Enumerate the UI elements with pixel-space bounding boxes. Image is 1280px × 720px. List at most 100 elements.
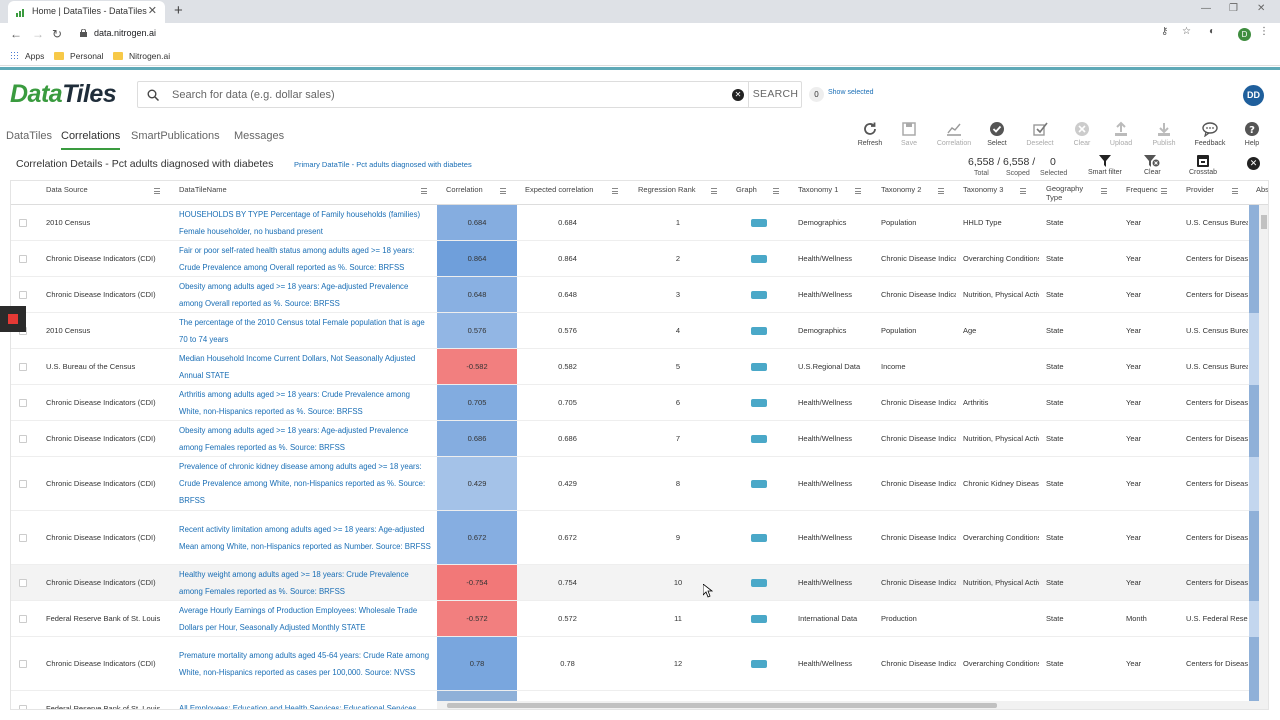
table-row[interactable]: Chronic Disease Indicators (CDI) Obesity … <box>11 421 1268 457</box>
clear-search-icon[interactable]: ✕ <box>732 89 744 101</box>
table-row[interactable]: U.S. Bureau of the Census Median Househol… <box>11 349 1268 385</box>
clear-filter-button[interactable]: Clear <box>1144 155 1161 176</box>
row-checkbox[interactable] <box>19 362 27 371</box>
horizontal-scrollbar[interactable] <box>437 701 1259 709</box>
cell-name[interactable]: Premature mortality among adults aged 45… <box>179 637 435 690</box>
restore-icon[interactable]: ❐ <box>1229 3 1238 14</box>
datatile-name-link[interactable]: Average Hourly Earnings of Production Em… <box>179 605 418 632</box>
table-row[interactable]: 2010 Census The percentage of the 2010 Ce… <box>11 313 1268 349</box>
publish-button[interactable]: Publish <box>1144 121 1184 147</box>
table-row[interactable]: Chronic Disease Indicators (CDI) Obesity … <box>11 277 1268 313</box>
record-stop-icon[interactable] <box>0 306 26 332</box>
user-avatar[interactable]: DD <box>1243 85 1264 106</box>
col-taxonomy-3[interactable]: Taxonomy 3 <box>963 185 1004 194</box>
row-checkbox[interactable] <box>19 254 27 263</box>
col-regression-rank[interactable]: Regression Rank <box>638 185 696 194</box>
col-frequency[interactable]: Frequenc <box>1126 185 1158 194</box>
column-menu-icon[interactable] <box>1161 188 1167 194</box>
datatile-name-link[interactable]: Arthritis among adults aged >= 18 years:… <box>179 389 411 416</box>
table-row[interactable]: Federal Reserve Bank of St. Louis Average… <box>11 601 1268 637</box>
row-checkbox[interactable] <box>19 704 27 709</box>
cell-name[interactable]: Healthy weight among adults aged >= 18 y… <box>179 565 435 600</box>
help-button[interactable]: ? Help <box>1232 121 1272 147</box>
datatile-name-link[interactable]: The percentage of the 2010 Census total … <box>179 317 425 344</box>
datatile-name-link[interactable]: Premature mortality among adults aged 45… <box>179 650 430 677</box>
datatile-name-link[interactable]: Obesity among adults aged >= 18 years: A… <box>179 425 409 452</box>
table-row[interactable]: Chronic Disease Indicators (CDI) Arthriti… <box>11 385 1268 421</box>
graph-thumbnail-icon[interactable] <box>751 362 767 371</box>
column-menu-icon[interactable] <box>154 188 160 194</box>
col-data-source[interactable]: Data Source <box>46 185 88 194</box>
url-field[interactable]: data.nitrogen.ai <box>74 25 1264 43</box>
cell-name[interactable]: All Employees: Education and Health Serv… <box>179 691 435 709</box>
graph-thumbnail-icon[interactable] <box>751 614 767 623</box>
graph-thumbnail-icon[interactable] <box>751 533 767 542</box>
cell-name[interactable]: Fair or poor self-rated health status am… <box>179 241 435 276</box>
column-menu-icon[interactable] <box>1020 188 1026 194</box>
row-checkbox[interactable] <box>19 578 27 587</box>
cell-name[interactable]: Arthritis among adults aged >= 18 years:… <box>179 385 435 420</box>
cell-name[interactable]: Average Hourly Earnings of Production Em… <box>179 601 435 636</box>
tab-datatiles[interactable]: DataTiles <box>6 130 53 142</box>
table-row[interactable]: Chronic Disease Indicators (CDI) Prevalen… <box>11 457 1268 511</box>
cell-name[interactable]: Obesity among adults aged >= 18 years: A… <box>179 421 435 456</box>
column-menu-icon[interactable] <box>938 188 944 194</box>
column-menu-icon[interactable] <box>855 188 861 194</box>
bookmark-apps[interactable]: Apps <box>10 51 44 61</box>
horizontal-scroll-thumb[interactable] <box>447 703 997 708</box>
save-button[interactable]: Save <box>889 121 929 147</box>
datatile-name-link[interactable]: HOUSEHOLDS BY TYPE Percentage of Family … <box>179 209 421 236</box>
refresh-button[interactable]: Refresh <box>850 121 890 147</box>
graph-thumbnail-icon[interactable] <box>751 254 767 263</box>
clear-button[interactable]: Clear <box>1062 121 1102 147</box>
select-button[interactable]: Select <box>977 121 1017 147</box>
bookmark-personal[interactable]: Personal <box>54 51 104 61</box>
back-icon[interactable]: ← <box>10 27 22 41</box>
cell-name[interactable]: Median Household Income Current Dollars,… <box>179 349 435 384</box>
forward-icon[interactable]: → <box>32 27 44 41</box>
vertical-scroll-thumb[interactable] <box>1261 215 1267 229</box>
correlation-button[interactable]: Correlation <box>934 121 974 147</box>
cell-name[interactable]: HOUSEHOLDS BY TYPE Percentage of Family … <box>179 205 435 240</box>
graph-thumbnail-icon[interactable] <box>751 578 767 587</box>
close-tab-icon[interactable]: ✕ <box>147 5 157 17</box>
close-details-icon[interactable]: ✕ <box>1247 157 1260 170</box>
datatile-name-link[interactable]: Healthy weight among adults aged >= 18 y… <box>179 569 409 596</box>
close-window-icon[interactable]: ✕ <box>1257 3 1266 14</box>
datatile-name-link[interactable]: Median Household Income Current Dollars,… <box>179 353 416 380</box>
col-taxonomy-2[interactable]: Taxonomy 2 <box>881 185 922 194</box>
column-menu-icon[interactable] <box>711 188 717 194</box>
row-checkbox[interactable] <box>19 479 27 488</box>
browser-profile-avatar[interactable]: D <box>1238 28 1251 41</box>
row-checkbox[interactable] <box>19 533 27 542</box>
tab-smartpublications[interactable]: SmartPublications <box>131 130 220 142</box>
browser-tab[interactable]: Home | DataTiles - DataTiles ✕ <box>8 1 165 23</box>
datatile-name-link[interactable]: Prevalence of chronic kidney disease amo… <box>179 462 426 505</box>
new-tab-icon[interactable]: + <box>174 2 183 19</box>
search-button[interactable]: SEARCH <box>748 82 802 107</box>
tab-messages[interactable]: Messages <box>234 130 285 142</box>
row-checkbox[interactable] <box>19 290 27 299</box>
row-checkbox[interactable] <box>19 218 27 227</box>
col-provider[interactable]: Provider <box>1186 185 1214 194</box>
column-menu-icon[interactable] <box>773 188 779 194</box>
show-selected-link[interactable]: Show selected <box>828 89 874 96</box>
datatile-name-link[interactable]: Obesity among adults aged >= 18 years: A… <box>179 281 409 308</box>
graph-thumbnail-icon[interactable] <box>751 326 767 335</box>
cell-name[interactable]: The percentage of the 2010 Census total … <box>179 313 435 348</box>
row-checkbox[interactable] <box>19 659 27 668</box>
vertical-scrollbar[interactable] <box>1259 205 1268 709</box>
column-menu-icon[interactable] <box>421 188 427 194</box>
col-expected-correlation[interactable]: Expected correlation <box>525 185 594 194</box>
table-row[interactable]: Chronic Disease Indicators (CDI) Prematur… <box>11 637 1268 691</box>
cell-name[interactable]: Prevalence of chronic kidney disease amo… <box>179 457 435 510</box>
datatile-name-link[interactable]: Recent activity limitation among adults … <box>179 524 431 551</box>
col-geography-type[interactable]: Geography Type <box>1046 184 1084 202</box>
cell-name[interactable]: Obesity among adults aged >= 18 years: A… <box>179 277 435 312</box>
smart-filter-button[interactable]: Smart filter <box>1088 155 1122 176</box>
col-taxonomy-1[interactable]: Taxonomy 1 <box>798 185 839 194</box>
col-datatilename[interactable]: DataTileName <box>179 185 227 194</box>
column-menu-icon[interactable] <box>612 188 618 194</box>
graph-thumbnail-icon[interactable] <box>751 659 767 668</box>
table-row[interactable]: Chronic Disease Indicators (CDI) Fair or … <box>11 241 1268 277</box>
